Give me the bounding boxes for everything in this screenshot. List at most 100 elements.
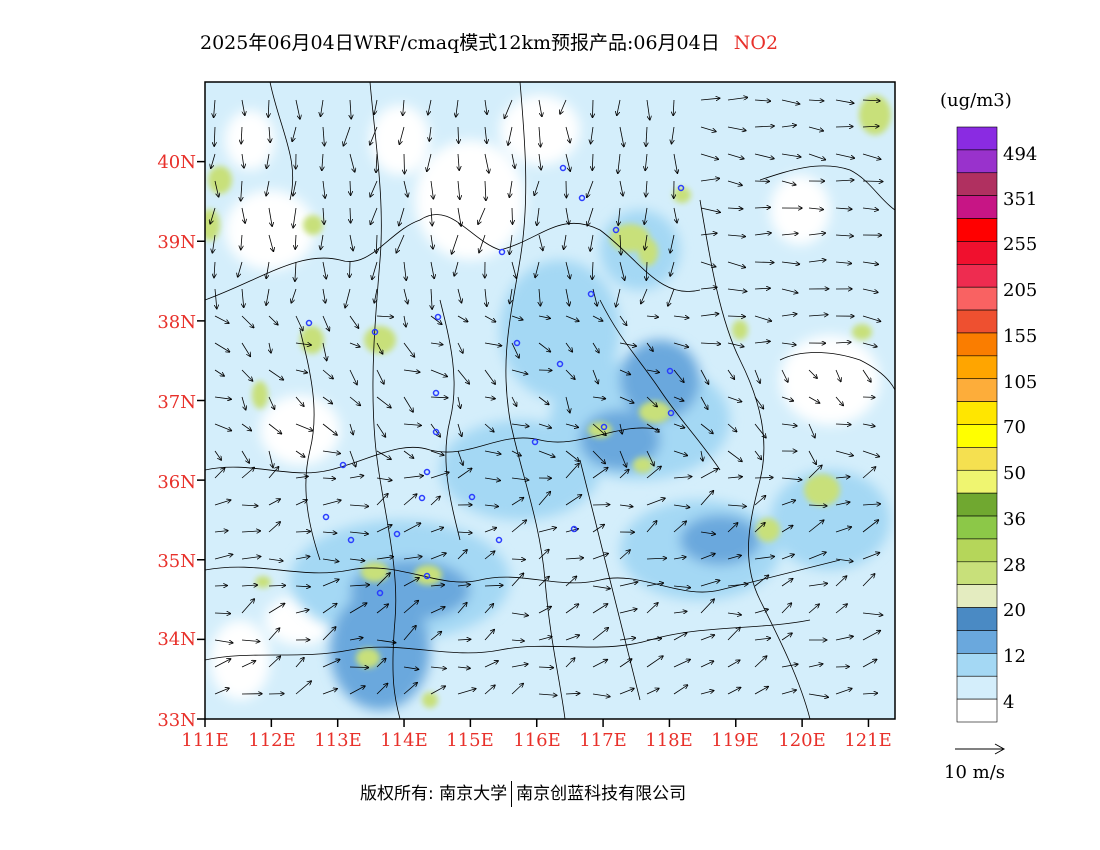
wind-arrow xyxy=(457,369,469,384)
wind-arrow xyxy=(430,667,446,669)
wind-arrow xyxy=(727,584,748,586)
wind-arrow xyxy=(754,496,766,506)
wind-arrow xyxy=(862,262,878,264)
wind-arrow xyxy=(591,126,593,144)
wind-arrow xyxy=(214,423,231,431)
wind-arrow xyxy=(673,450,687,456)
wind-arrow xyxy=(479,234,486,253)
longitude-labels: 111E 112E 113E 114E 115E 116E 117E 118E … xyxy=(181,730,892,751)
wind-arrow xyxy=(781,579,793,587)
wind-arrow xyxy=(430,496,440,506)
wind-arrow xyxy=(673,423,685,428)
company-text: 南京创蓝科技有限公司 xyxy=(516,784,687,804)
wind-arrow xyxy=(538,423,551,428)
wind-arrow xyxy=(754,100,770,101)
wind-arrow xyxy=(835,99,854,103)
wind-arrow xyxy=(619,659,632,668)
wind-arrow xyxy=(592,693,610,697)
wind-arrow xyxy=(862,288,878,292)
wind-arrow xyxy=(754,153,774,159)
wind-arrow xyxy=(727,289,747,291)
wind-arrow xyxy=(293,207,297,228)
wind-arrow xyxy=(295,343,311,345)
wind-arrow xyxy=(241,126,242,144)
colorbar-cell xyxy=(956,538,998,563)
wind-arrow xyxy=(214,531,228,532)
wind-arrow xyxy=(565,288,569,306)
wind-arrow xyxy=(512,207,513,224)
wind-arrow xyxy=(295,370,307,373)
colorbar-cell xyxy=(956,378,998,402)
wind-arrow xyxy=(862,126,879,127)
wind-arrow xyxy=(808,552,826,560)
wind-arrow xyxy=(485,288,487,306)
wind-arrow xyxy=(403,667,419,669)
wind-arrow xyxy=(700,369,709,384)
wind-arrow xyxy=(404,315,406,327)
wind-arrow xyxy=(619,550,630,560)
wind-arrow xyxy=(322,579,339,587)
wind-arrow xyxy=(535,261,540,277)
colorbar-cell xyxy=(956,630,998,654)
wind-arrow xyxy=(399,207,405,226)
wind-arrow xyxy=(241,99,245,115)
wind-arrow xyxy=(457,639,471,640)
wind-arrow xyxy=(592,397,605,399)
wind-arrow xyxy=(835,153,854,158)
wind-arrow xyxy=(295,500,307,506)
wind-arrow xyxy=(241,315,254,328)
wind-arrow xyxy=(862,520,878,533)
wind-arrow xyxy=(673,633,687,641)
wind-arrow xyxy=(862,100,880,101)
wind-arrow xyxy=(673,586,690,588)
wind-arrow xyxy=(458,396,460,408)
wind-arrow xyxy=(673,685,688,695)
wind-arrow xyxy=(322,559,339,562)
wind-arrow xyxy=(700,207,720,212)
wind-arrow xyxy=(808,396,820,403)
wind-arrow xyxy=(268,450,273,468)
latitude-labels: 40N 39N 38N 37N 36N 35N 34N 33N xyxy=(157,152,196,731)
wind-arrow xyxy=(485,180,486,200)
wind-arrow xyxy=(781,99,800,104)
wind-arrow xyxy=(565,126,570,143)
wind-arrow xyxy=(403,683,417,695)
colorbar-cell xyxy=(956,218,998,242)
wind-arrow xyxy=(349,234,353,251)
wind-arrow xyxy=(862,342,877,347)
wind-arrow xyxy=(727,342,744,347)
wind-arrow xyxy=(376,369,384,384)
wind-arrow xyxy=(241,450,249,463)
wind-arrow xyxy=(349,476,364,478)
wind-reference-label: 10 m/s xyxy=(944,762,1005,783)
wind-arrow xyxy=(808,664,823,668)
wind-arrow xyxy=(538,450,555,457)
wind-arrow xyxy=(430,397,448,398)
wind-arrow xyxy=(485,99,487,114)
wind-arrow xyxy=(457,468,472,479)
wind-arrow xyxy=(727,450,742,461)
wind-arrow xyxy=(781,343,796,345)
wind-arrow xyxy=(295,234,296,249)
wind-arrow xyxy=(457,532,472,533)
wind-arrow xyxy=(427,153,432,171)
wind-arrow xyxy=(295,586,310,587)
wind-arrow xyxy=(781,633,792,641)
wind-arrow xyxy=(754,341,770,343)
wind-arrow xyxy=(538,667,553,668)
wind-arrow xyxy=(619,396,634,403)
wind-arrow xyxy=(565,396,570,413)
wind-arrow xyxy=(835,576,847,587)
wind-arrow xyxy=(511,261,516,278)
wind-arrow xyxy=(430,528,443,533)
wind-arrow xyxy=(430,585,444,586)
wind-arrow xyxy=(241,599,254,614)
wind-arrow xyxy=(376,573,390,587)
wind-arrow xyxy=(241,531,260,532)
wind-arrow xyxy=(322,423,337,435)
wind-arrow xyxy=(835,604,847,614)
wind-arrow xyxy=(268,585,285,586)
wind-arrow xyxy=(727,505,746,506)
wind-arrow xyxy=(403,342,414,357)
wind-arrow xyxy=(212,234,216,253)
